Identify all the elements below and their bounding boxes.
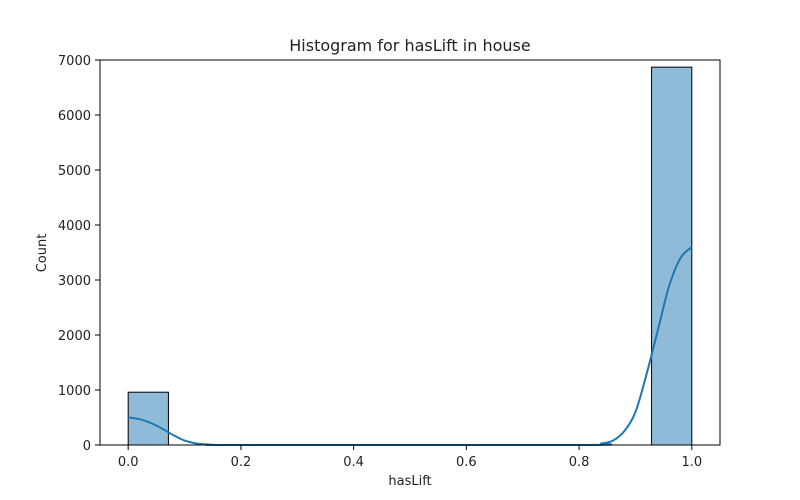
y-tick-label-1: 1000 bbox=[58, 384, 91, 399]
y-tick-label-5: 5000 bbox=[58, 164, 91, 179]
x-tick-label-2: 0.4 bbox=[343, 455, 364, 470]
x-tick-label-3: 0.6 bbox=[456, 455, 477, 470]
kde-curve bbox=[128, 246, 693, 447]
histogram-bar-1 bbox=[651, 66, 693, 446]
y-tick-label-4: 4000 bbox=[58, 219, 91, 234]
y-tick-label-0: 0 bbox=[83, 439, 91, 454]
x-tick-label-5: 1.0 bbox=[681, 455, 702, 470]
x-tick-label-1: 0.2 bbox=[231, 455, 252, 470]
y-tick-label-7: 7000 bbox=[58, 54, 91, 69]
y-tick-label-2: 2000 bbox=[58, 329, 91, 344]
histogram-bars bbox=[127, 66, 693, 446]
y-axis-label: Count bbox=[35, 234, 50, 273]
x-tick-label-0: 0.0 bbox=[118, 455, 139, 470]
y-axis-ticks: 0 1000 2000 3000 4000 5000 6000 7000 bbox=[58, 54, 100, 454]
x-tick-label-4: 0.8 bbox=[569, 455, 590, 470]
x-axis-ticks: 0.0 0.2 0.4 0.6 0.8 1.0 bbox=[118, 445, 702, 470]
y-tick-label-6: 6000 bbox=[58, 109, 91, 124]
chart-title: Histogram for hasLift in house bbox=[289, 36, 530, 55]
y-tick-label-3: 3000 bbox=[58, 274, 91, 289]
axes-frame bbox=[99, 59, 721, 446]
x-axis-label: hasLift bbox=[388, 474, 431, 489]
